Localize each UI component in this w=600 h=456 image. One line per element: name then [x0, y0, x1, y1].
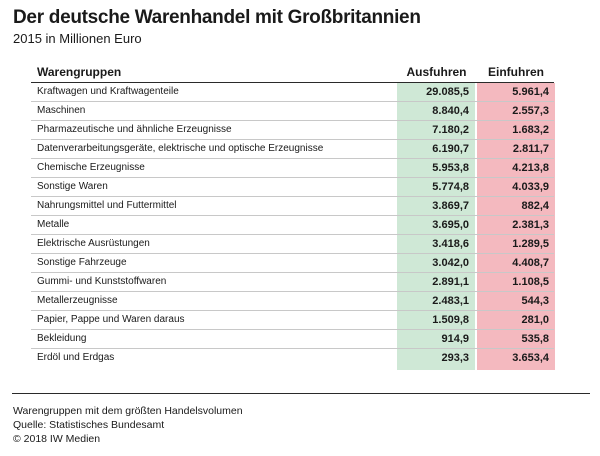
footer-note: Warengruppen mit dem größten Handelsvolu… [13, 405, 243, 417]
table-row: Bekleidung 914,9 535,8 [31, 330, 554, 349]
table-header: Warengruppen Ausfuhren Einfuhren [31, 62, 554, 83]
footer-divider [12, 393, 590, 394]
row-ausfuhren-value: 3.695,0 [432, 219, 469, 231]
row-ausfuhren-value: 8.840,4 [432, 105, 469, 117]
row-einfuhren-value: 544,3 [521, 295, 549, 307]
row-einfuhren-value: 535,8 [521, 333, 549, 345]
row-ausfuhren-value: 29.085,5 [426, 86, 469, 98]
row-einfuhren-value: 1.683,2 [512, 124, 549, 136]
row-einfuhren-value: 4.213,8 [512, 162, 549, 174]
row-einfuhren-value: 4.033,9 [512, 181, 549, 193]
table-body: Kraftwagen und Kraftwagenteile 29.085,5 5.… [31, 83, 554, 367]
row-group-label: Sonstige Waren [37, 181, 108, 192]
row-ausfuhren-value: 5.953,8 [432, 162, 469, 174]
row-ausfuhren-value: 3.418,6 [432, 238, 469, 250]
row-group-label: Erdöl und Erdgas [37, 352, 115, 363]
table-row: Papier, Pappe und Waren daraus 1.509,8 281… [31, 311, 554, 330]
row-einfuhren-value: 882,4 [521, 200, 549, 212]
row-ausfuhren-value: 2.483,1 [432, 295, 469, 307]
table-row: Pharmazeutische und ähnliche Erzeugnisse… [31, 121, 554, 140]
row-einfuhren-value: 4.408,7 [512, 257, 549, 269]
row-einfuhren-value: 2.811,7 [512, 143, 549, 155]
row-ausfuhren-value: 3.869,7 [432, 200, 469, 212]
row-einfuhren-value: 5.961,4 [512, 86, 549, 98]
row-group-label: Bekleidung [37, 333, 87, 344]
row-group-label: Nahrungsmittel und Futtermittel [37, 200, 177, 211]
row-group-label: Datenverarbeitungsgeräte, elektrische un… [37, 143, 324, 154]
row-group-label: Gummi- und Kunststoffwaren [37, 276, 167, 287]
exports-column-background [397, 83, 475, 370]
imports-column-background [477, 83, 555, 370]
row-einfuhren-value: 2.557,3 [512, 105, 549, 117]
table-row: Gummi- und Kunststoffwaren 2.891,1 1.108,5 [31, 273, 554, 292]
row-einfuhren-value: 1.108,5 [512, 276, 549, 288]
row-einfuhren-value: 281,0 [521, 314, 549, 326]
row-group-label: Papier, Pappe und Waren daraus [37, 314, 185, 325]
table-row: Nahrungsmittel und Futtermittel 3.869,7 88… [31, 197, 554, 216]
chart-title: Der deutsche Warenhandel mit Großbritann… [13, 7, 421, 28]
table-row: Kraftwagen und Kraftwagenteile 29.085,5 5.… [31, 83, 554, 102]
row-group-label: Metalle [37, 219, 70, 230]
header-warengruppen: Warengruppen [37, 65, 122, 79]
row-group-label: Pharmazeutische und ähnliche Erzeugnisse [37, 124, 232, 135]
row-einfuhren-value: 2.381,3 [512, 219, 549, 231]
header-ausfuhren: Ausfuhren [406, 65, 467, 79]
table-row: Sonstige Waren 5.774,8 4.033,9 [31, 178, 554, 197]
row-ausfuhren-value: 293,3 [441, 352, 469, 364]
footer-copyright: © 2018 IW Medien [13, 433, 101, 445]
footer-source: Quelle: Statistisches Bundesamt [13, 419, 165, 431]
table-row: Maschinen 8.840,4 2.557,3 [31, 102, 554, 121]
table-row: Elektrische Ausrüstungen 3.418,6 1.289,5 [31, 235, 554, 254]
row-einfuhren-value: 3.653,4 [512, 352, 549, 364]
row-group-label: Elektrische Ausrüstungen [37, 238, 150, 249]
header-einfuhren: Einfuhren [488, 65, 544, 79]
table-row: Sonstige Fahrzeuge 3.042,0 4.408,7 [31, 254, 554, 273]
row-group-label: Maschinen [37, 105, 86, 116]
footer: Warengruppen mit dem größten Handelsvolu… [13, 404, 243, 446]
table-row: Chemische Erzeugnisse 5.953,8 4.213,8 [31, 159, 554, 178]
row-group-label: Sonstige Fahrzeuge [37, 257, 127, 268]
row-group-label: Chemische Erzeugnisse [37, 162, 145, 173]
table-row: Erdöl und Erdgas 293,3 3.653,4 [31, 349, 554, 367]
row-group-label: Kraftwagen und Kraftwagenteile [37, 86, 179, 97]
row-ausfuhren-value: 5.774,8 [432, 181, 469, 193]
trade-table: Warengruppen Ausfuhren Einfuhren Kraftwa… [31, 62, 555, 370]
row-ausfuhren-value: 914,9 [441, 333, 469, 345]
table-row: Metallerzeugnisse 2.483,1 544,3 [31, 292, 554, 311]
row-einfuhren-value: 1.289,5 [512, 238, 549, 250]
row-ausfuhren-value: 1.509,8 [432, 314, 469, 326]
row-ausfuhren-value: 7.180,2 [432, 124, 469, 136]
chart-subtitle: 2015 in Millionen Euro [13, 31, 142, 46]
table-row: Metalle 3.695,0 2.381,3 [31, 216, 554, 235]
row-ausfuhren-value: 6.190,7 [432, 143, 469, 155]
row-ausfuhren-value: 3.042,0 [432, 257, 469, 269]
row-ausfuhren-value: 2.891,1 [432, 276, 469, 288]
row-group-label: Metallerzeugnisse [37, 295, 118, 306]
table-row: Datenverarbeitungsgeräte, elektrische un… [31, 140, 554, 159]
